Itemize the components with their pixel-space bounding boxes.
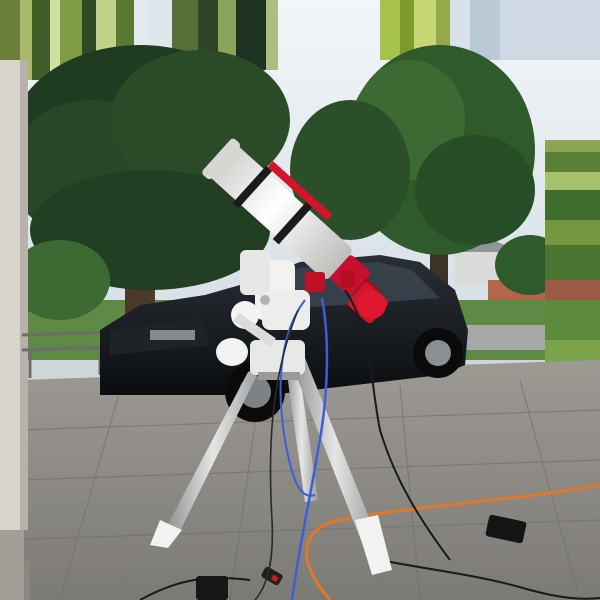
dew-shield-rim — [202, 138, 241, 180]
cable-plug — [261, 566, 283, 586]
tube-ring — [272, 201, 313, 245]
tube-ring — [232, 165, 273, 209]
dovetail-bar — [267, 161, 333, 221]
deciduous-tree — [290, 45, 535, 300]
blue-cable — [290, 297, 329, 600]
tripod-foot — [150, 520, 182, 548]
counterweight — [216, 338, 248, 366]
black-cable — [344, 289, 451, 561]
tripod — [150, 340, 392, 575]
equatorial-mount — [216, 250, 310, 366]
power-adapter — [196, 576, 228, 600]
tripod-foot — [355, 515, 392, 575]
bottom-streaks — [0, 530, 30, 600]
black-cable-ground — [379, 559, 600, 600]
power-brick — [485, 514, 527, 544]
counterweight-shaft — [233, 312, 276, 347]
pavement — [0, 360, 600, 600]
pine-tree — [10, 45, 290, 330]
